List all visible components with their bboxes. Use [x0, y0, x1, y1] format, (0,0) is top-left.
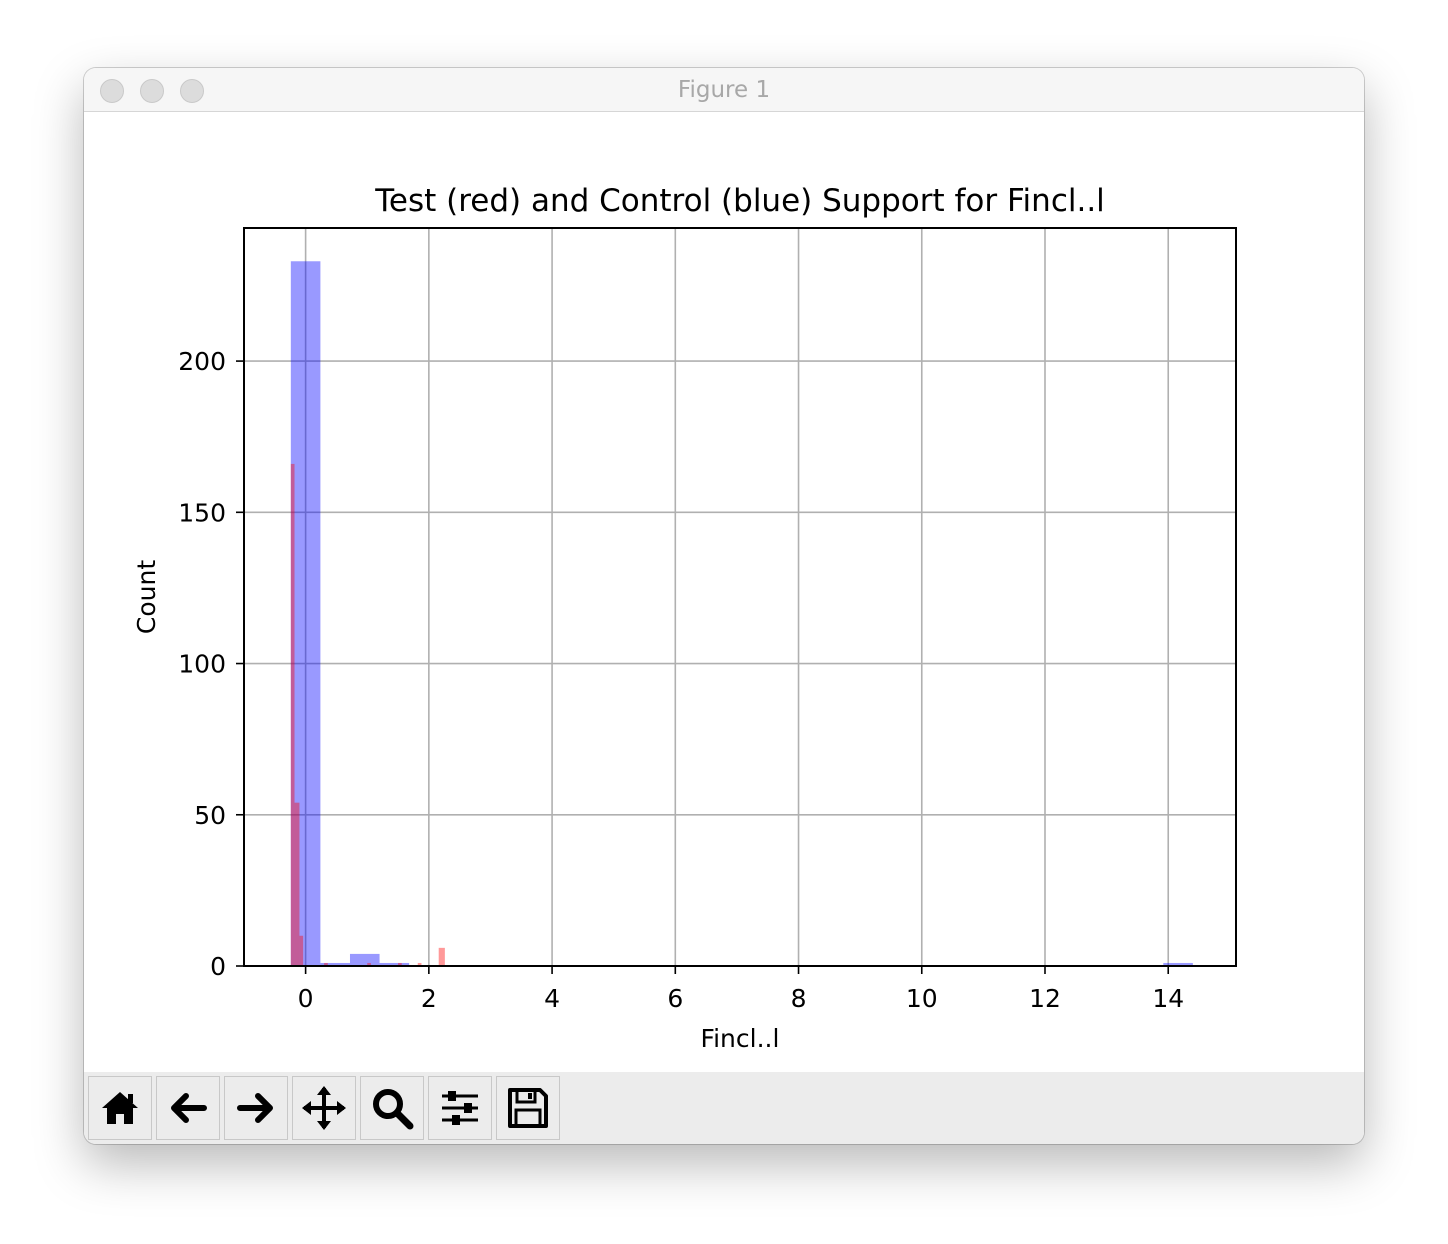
forward-button[interactable]	[224, 1076, 288, 1140]
histogram-bar-control	[290, 261, 321, 966]
histogram-bar-test	[299, 935, 304, 966]
histogram-bar-control	[320, 962, 350, 966]
window-title: Figure 1	[677, 77, 771, 103]
axis-ticks: 0 2 4 6 8 10 12 14 0 50 100 150 200	[178, 347, 1184, 1013]
x-tick-label: 4	[544, 984, 560, 1013]
sliders-icon	[442, 1091, 478, 1125]
histogram-bar-control	[349, 953, 380, 966]
grid-lines	[244, 228, 1236, 967]
histogram-chart[interactable]: 0 2 4 6 8 10 12 14 0 50 100 150 200 Test (red) and C…	[84, 112, 1364, 1072]
home-icon	[102, 1092, 138, 1124]
histogram-bar-test	[367, 962, 371, 966]
title-bar: Figure 1	[84, 68, 1364, 112]
histogram-bar-test	[438, 947, 445, 966]
zoom-window-button[interactable]	[180, 79, 204, 103]
y-tick-label: 100	[178, 650, 226, 679]
back-button[interactable]	[156, 1076, 220, 1140]
x-tick-label: 6	[667, 984, 683, 1013]
search-icon	[373, 1089, 414, 1130]
figure-canvas[interactable]: 0 2 4 6 8 10 12 14 0 50 100 150 200 Test (red) and C…	[84, 112, 1364, 1072]
x-tick-label: 8	[791, 984, 807, 1013]
move-icon	[302, 1086, 346, 1130]
minimize-window-button[interactable]	[140, 79, 164, 103]
x-tick-label: 12	[1029, 984, 1061, 1013]
home-button[interactable]	[88, 1076, 152, 1140]
histogram-bars	[290, 261, 1193, 966]
figure-window: Figure 1 0 2 4 6 8 10 12 14 0 50 100 150 200 Test (r…	[84, 68, 1364, 1144]
x-tick-label: 2	[421, 984, 437, 1013]
histogram-bar-test	[290, 463, 295, 966]
x-axis-label: Fincl..l	[701, 1024, 780, 1053]
histogram-bar-test	[398, 962, 402, 966]
y-tick-label: 50	[194, 801, 226, 830]
histogram-bar-test	[294, 802, 300, 966]
arrow-right-icon	[237, 1093, 273, 1123]
x-tick-label: 10	[906, 984, 938, 1013]
configure-subplots-button[interactable]	[428, 1076, 492, 1140]
close-window-button[interactable]	[100, 79, 124, 103]
pan-button[interactable]	[292, 1076, 356, 1140]
y-axis-label: Count	[132, 560, 161, 634]
y-tick-label: 150	[178, 498, 226, 527]
x-tick-label: 0	[298, 984, 314, 1013]
histogram-bar-test	[324, 962, 328, 966]
navigation-toolbar	[84, 1072, 1364, 1144]
axes-frame	[243, 227, 1237, 967]
chart-title: Test (red) and Control (blue) Support fo…	[374, 183, 1105, 219]
histogram-bar-control	[379, 962, 410, 966]
y-tick-label: 0	[210, 952, 226, 981]
zoom-button[interactable]	[360, 1076, 424, 1140]
y-tick-label: 200	[178, 347, 226, 376]
histogram-bar-control	[1163, 962, 1193, 966]
save-button[interactable]	[496, 1076, 560, 1140]
histogram-bar-test	[417, 962, 422, 966]
floppy-disk-icon	[508, 1088, 548, 1128]
arrow-left-icon	[171, 1093, 207, 1123]
x-tick-label: 14	[1152, 984, 1184, 1013]
